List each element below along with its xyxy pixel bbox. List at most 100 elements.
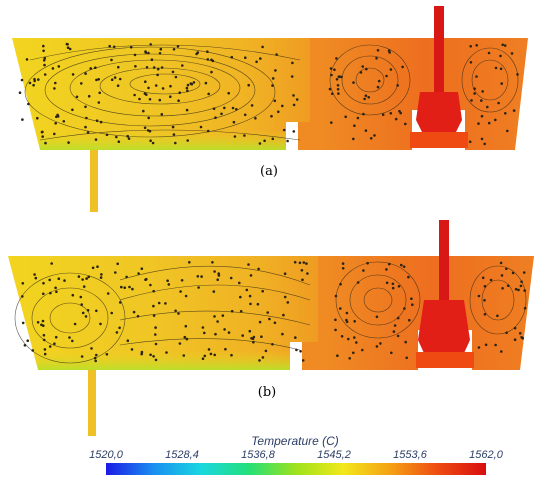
- panel-a-particle: [154, 84, 158, 87]
- panel-a-particle: [499, 67, 503, 71]
- panel-b-particle: [53, 342, 56, 346]
- panel-a-streamline: [29, 44, 301, 61]
- panel-b-particle: [80, 303, 83, 306]
- colorbar-title: Temperature (C): [251, 434, 339, 448]
- panel-b-particle: [499, 261, 503, 265]
- panel-b-particle: [513, 338, 517, 342]
- panel-a-particle: [85, 116, 88, 120]
- panel-a-streamline: [24, 46, 276, 138]
- panel-a-particle: [337, 92, 340, 95]
- panel-b-particle: [110, 311, 113, 315]
- panel-b-particle: [258, 359, 261, 362]
- panel-b-particle: [410, 297, 413, 301]
- panel-a-particle: [292, 94, 295, 97]
- panel-a-particle: [204, 81, 208, 85]
- panel-a-particle: [363, 97, 366, 101]
- panel-a-particle: [94, 66, 97, 69]
- panel-a-particle: [259, 57, 262, 60]
- panel-a-particle: [235, 108, 238, 111]
- panel-a-particle: [195, 52, 198, 56]
- panel-b-particle: [362, 269, 365, 272]
- panel-a-particle: [499, 54, 502, 58]
- panel-b-particle: [154, 333, 157, 336]
- panel-a-particle: [66, 43, 69, 46]
- panel-a-streamline: [471, 59, 509, 101]
- panel-a-particle: [271, 137, 275, 141]
- panel-b-particle: [212, 290, 216, 293]
- panel-b-particle: [221, 314, 225, 317]
- panel-b-particle: [345, 320, 349, 324]
- panel-b-particle: [481, 276, 485, 280]
- panel-b-particle: [125, 275, 128, 279]
- panel-b-particle: [305, 262, 308, 265]
- panel-b-particle: [207, 348, 211, 351]
- panel-a-particle: [189, 82, 193, 85]
- panel-b-particle: [283, 295, 287, 299]
- panel-a-particle: [144, 51, 148, 54]
- panel-b-particle: [54, 286, 57, 290]
- panel-a-particle: [516, 73, 519, 76]
- panel-b-particle: [43, 352, 47, 356]
- panel-a-particle: [95, 119, 99, 122]
- panel-b-particle: [42, 333, 46, 337]
- panel-a-particle: [186, 83, 190, 87]
- panel-b-particle: [120, 285, 123, 289]
- panel-a-particle: [277, 110, 280, 114]
- panel-b-particle: [397, 285, 401, 288]
- panel-a-label: (a): [260, 164, 278, 179]
- panel-a-particle: [292, 103, 296, 107]
- panel-a-particle: [158, 52, 162, 55]
- panel-b-particle: [505, 331, 508, 335]
- panel-b-particle: [241, 334, 244, 337]
- panel-a-particle: [161, 87, 165, 90]
- panel-a-particle: [468, 140, 472, 144]
- panel-a-particle: [232, 120, 236, 124]
- panel-b-particle: [177, 312, 180, 315]
- panel-a-particle: [506, 129, 509, 133]
- panel-b-particle: [298, 261, 302, 265]
- panel-a-particle: [494, 66, 498, 70]
- panel-b-particle: [366, 261, 369, 265]
- panel-a-particle: [258, 142, 262, 145]
- panel-b-particle: [183, 335, 187, 339]
- panel-b-particle: [339, 282, 342, 286]
- panel-a-particle: [210, 70, 213, 74]
- panel-a-particle: [473, 92, 476, 95]
- panel-a-particle: [271, 77, 275, 80]
- panel-b-particle: [295, 348, 298, 352]
- panel-b-particle: [388, 262, 391, 266]
- panel-b-particle: [200, 275, 203, 278]
- panel-a-particle: [504, 112, 507, 115]
- panel-a-streamline: [99, 67, 221, 105]
- panel-a-particle: [146, 129, 150, 132]
- panel-a-particle: [151, 141, 155, 145]
- panel-b-particle: [256, 302, 260, 306]
- panel-b-streamline: [49, 302, 91, 334]
- panel-a-particle: [148, 98, 152, 101]
- panel-a-particle: [32, 83, 35, 87]
- panel-b-particle: [115, 331, 119, 334]
- panel-b-particle: [55, 290, 58, 294]
- panel-a-particle: [145, 66, 149, 69]
- panel-a-particle: [497, 101, 500, 105]
- panel-a-particle: [143, 92, 147, 95]
- panel-a-particle: [477, 122, 480, 125]
- panel-b-particle: [36, 321, 40, 324]
- panel-b-particle: [500, 350, 503, 353]
- colorbar-tick: 1536,8: [241, 449, 275, 461]
- panel-a-particle: [71, 73, 75, 76]
- panel-a-streamline: [355, 67, 385, 93]
- panel-b-particle: [48, 278, 51, 282]
- panel-a-particle: [500, 82, 504, 85]
- panel-a-particle: [503, 44, 507, 47]
- panel-a-particle: [394, 117, 398, 121]
- panel-a-particle: [291, 61, 294, 65]
- panel-a-streamline: [341, 55, 399, 105]
- panel-b-particle: [42, 338, 46, 342]
- panel-a-particle: [212, 107, 216, 110]
- panel-b-particle: [185, 337, 189, 341]
- panel-a-particle: [98, 91, 101, 95]
- panel-b-particle: [48, 345, 52, 348]
- panel-a-particle: [44, 141, 47, 145]
- panel-a-particle: [192, 81, 196, 84]
